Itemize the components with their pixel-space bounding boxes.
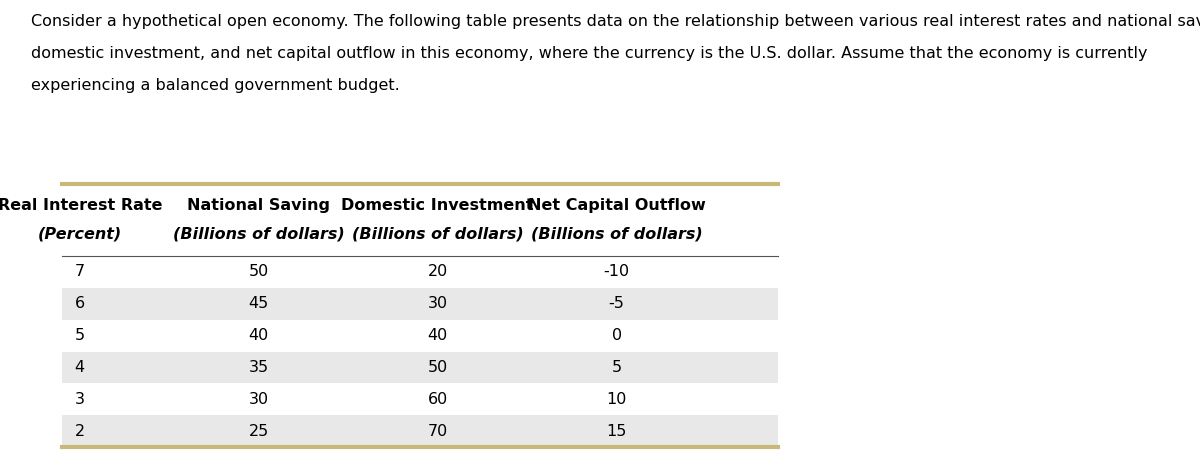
Text: Real Interest Rate: Real Interest Rate [0, 198, 162, 213]
Text: 40: 40 [427, 328, 448, 343]
Text: (Percent): (Percent) [37, 227, 122, 242]
Text: (Billions of dollars): (Billions of dollars) [352, 227, 523, 242]
Text: Net Capital Outflow: Net Capital Outflow [528, 198, 706, 213]
Text: 5: 5 [612, 360, 622, 375]
Text: 40: 40 [248, 328, 269, 343]
Text: 50: 50 [248, 264, 269, 279]
Text: 15: 15 [606, 424, 626, 439]
FancyBboxPatch shape [62, 415, 778, 447]
Text: -5: -5 [608, 296, 624, 311]
Text: 45: 45 [248, 296, 269, 311]
FancyBboxPatch shape [62, 351, 778, 384]
Text: 25: 25 [248, 424, 269, 439]
Text: National Saving: National Saving [187, 198, 330, 213]
Text: 2: 2 [74, 424, 85, 439]
Text: domestic investment, and net capital outflow in this economy, where the currency: domestic investment, and net capital out… [30, 46, 1147, 61]
Text: 30: 30 [427, 296, 448, 311]
Text: Consider a hypothetical open economy. The following table presents data on the r: Consider a hypothetical open economy. Th… [30, 14, 1200, 29]
Text: (Billions of dollars): (Billions of dollars) [173, 227, 344, 242]
Text: 70: 70 [427, 424, 448, 439]
Text: 5: 5 [74, 328, 85, 343]
Text: 3: 3 [74, 392, 85, 407]
Text: 0: 0 [612, 328, 622, 343]
Text: 20: 20 [427, 264, 448, 279]
Text: experiencing a balanced government budget.: experiencing a balanced government budge… [30, 78, 400, 94]
Text: -10: -10 [604, 264, 630, 279]
Text: 30: 30 [248, 392, 269, 407]
Text: 10: 10 [606, 392, 626, 407]
FancyBboxPatch shape [62, 288, 778, 319]
Text: 60: 60 [427, 392, 448, 407]
Text: Domestic Investment: Domestic Investment [341, 198, 534, 213]
Text: 7: 7 [74, 264, 85, 279]
Text: 4: 4 [74, 360, 85, 375]
Text: (Billions of dollars): (Billions of dollars) [530, 227, 702, 242]
Text: 35: 35 [248, 360, 269, 375]
Text: 50: 50 [427, 360, 448, 375]
Text: 6: 6 [74, 296, 85, 311]
